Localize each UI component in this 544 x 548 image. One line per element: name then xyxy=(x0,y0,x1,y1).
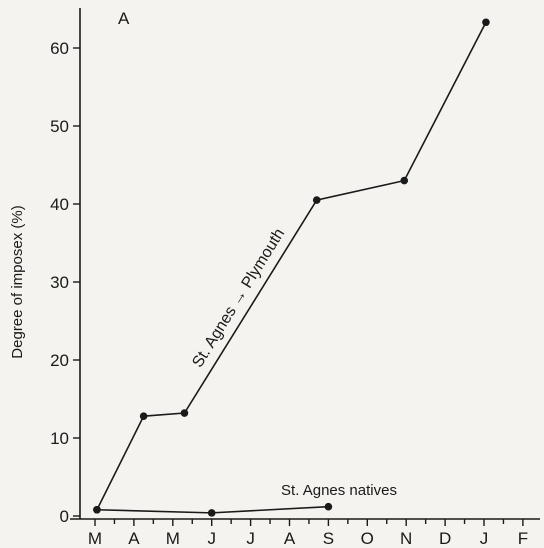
y-tick-label: 0 xyxy=(60,507,69,526)
series-0 xyxy=(93,18,490,514)
data-point xyxy=(207,509,216,517)
data-point xyxy=(482,18,490,27)
y-tick-label: 50 xyxy=(50,117,69,136)
y-tick-label: 40 xyxy=(50,195,69,214)
data-point xyxy=(180,409,189,417)
series-label-st-agnes-plymouth: St. Agnes → Plymouth xyxy=(189,226,288,371)
series-layer xyxy=(93,18,490,517)
y-axis-label: Degree of imposex (%) xyxy=(9,205,26,358)
x-tick-label: M xyxy=(88,529,102,548)
data-point xyxy=(324,502,333,511)
x-tick-label: J xyxy=(207,529,216,548)
panel-label: A xyxy=(118,9,130,28)
data-point xyxy=(93,505,101,514)
series-line xyxy=(96,21,487,511)
x-tick-label: A xyxy=(284,529,296,548)
x-tick-label: M xyxy=(166,529,180,548)
x-tick-label: F xyxy=(518,529,528,548)
y-tick-label: 20 xyxy=(50,351,69,370)
y-tick-label: 30 xyxy=(50,273,69,292)
y-axis: 0 10 20 30 40 50 60 xyxy=(50,8,81,526)
x-tick-label: D xyxy=(439,529,451,548)
y-tick-label: 60 xyxy=(50,39,69,58)
data-point xyxy=(312,196,321,204)
x-tick-label: S xyxy=(323,529,334,548)
data-point xyxy=(400,176,409,185)
x-tick-label: N xyxy=(400,529,412,548)
y-tick-label: 10 xyxy=(50,429,69,448)
series-1 xyxy=(93,502,333,517)
x-tick-label: J xyxy=(246,529,255,548)
x-tick-label: J xyxy=(480,529,489,548)
series-label-st-agnes-natives: St. Agnes natives xyxy=(281,482,397,499)
data-point xyxy=(139,412,148,420)
x-tick-label: O xyxy=(361,529,374,548)
x-tick-label: A xyxy=(128,529,140,548)
